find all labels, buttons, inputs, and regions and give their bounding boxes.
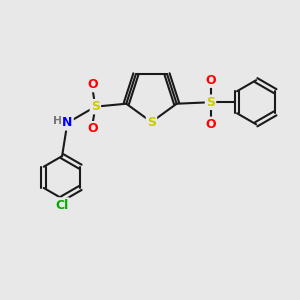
Text: O: O (205, 118, 216, 131)
Text: O: O (87, 122, 98, 135)
Text: S: S (91, 100, 100, 113)
Text: O: O (205, 74, 216, 87)
Text: N: N (62, 116, 73, 129)
Text: Cl: Cl (56, 199, 69, 212)
Text: O: O (87, 78, 98, 91)
Text: H: H (53, 116, 63, 125)
Text: S: S (206, 96, 215, 109)
Text: S: S (147, 116, 156, 128)
